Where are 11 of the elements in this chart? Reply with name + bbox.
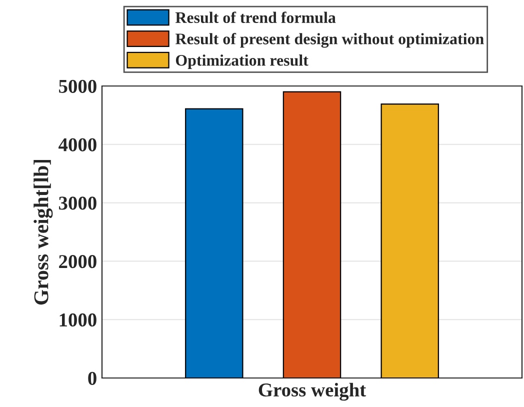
- legend-label: Result of trend formula: [175, 12, 336, 24]
- legend-label: Optimization result: [176, 54, 308, 69]
- y-tick-label: 0: [88, 372, 96, 385]
- y-axis-title: Gross weight[lb]: [34, 160, 53, 305]
- y-tick-label: 5000: [59, 80, 96, 93]
- x-tick-label: Gross weight: [258, 382, 366, 401]
- y-tick-label: 4000: [58, 138, 96, 152]
- legend-label: Result of present design without optimization: [175, 32, 484, 48]
- y-tick-label: 2000: [59, 255, 96, 268]
- y-tick-label: 1000: [60, 313, 96, 327]
- y-tick-label: 3000: [58, 196, 96, 210]
